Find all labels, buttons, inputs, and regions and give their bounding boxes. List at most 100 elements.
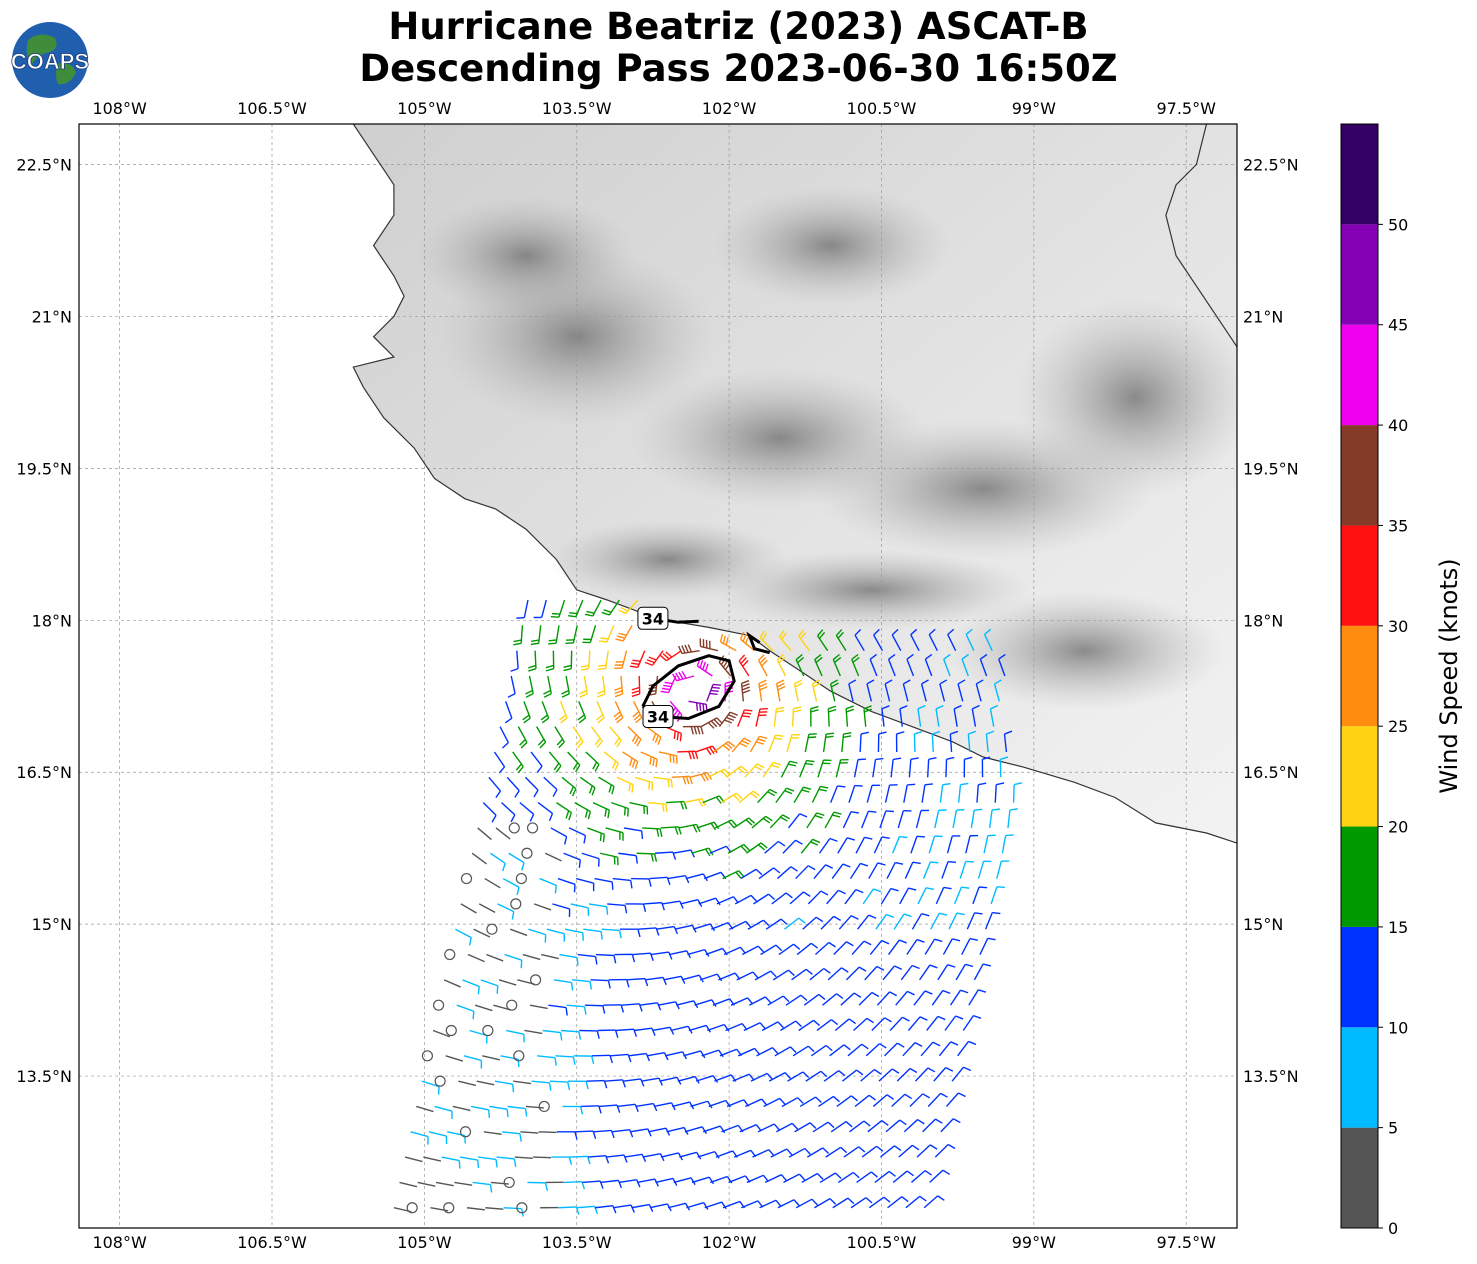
wind-barb	[809, 967, 825, 981]
wind-barb-flag	[631, 686, 640, 691]
wind-barb-flag	[777, 1021, 784, 1029]
wind-barb	[583, 928, 602, 933]
wind-barb	[555, 1055, 574, 1058]
coastline	[352, 124, 1237, 844]
wind-barb-flag	[653, 853, 658, 862]
wind-barb	[480, 979, 498, 987]
wind-contours: 34 34	[636, 606, 771, 729]
wind-barb	[750, 1072, 768, 1082]
wind-barb	[774, 1046, 791, 1057]
wind-barb	[705, 947, 723, 956]
wind-barb	[777, 1199, 795, 1209]
wind-barb-flag	[996, 782, 1005, 786]
wind-barb-flag	[828, 708, 837, 713]
wind-barb-flag	[939, 912, 948, 916]
colorbar: 0 5 10 15 20 25 30 35 40 45 50	[1340, 123, 1408, 1238]
wind-barb-flag	[789, 760, 798, 764]
wind-barb-flag	[857, 758, 867, 761]
wind-barb	[463, 1055, 482, 1062]
wind-barb-flag	[893, 757, 902, 761]
wind-barb	[909, 1093, 924, 1107]
wind-barb	[789, 891, 804, 905]
wind-barb-flag	[477, 986, 480, 995]
wind-barb-flag	[942, 989, 951, 995]
wind-barb-flag	[744, 635, 750, 644]
wind-barb-flag	[784, 790, 793, 795]
colorbar-tick-label: 10	[1388, 1018, 1408, 1037]
wind-barb-flag	[716, 973, 723, 982]
wind-barb	[984, 912, 994, 930]
wind-barb	[917, 887, 927, 905]
wind-barb	[780, 1020, 797, 1032]
wind-barb-flag	[527, 664, 537, 669]
wind-barb-flag	[870, 1171, 878, 1178]
wind-barb-flag	[649, 756, 652, 765]
wind-barb	[928, 634, 938, 651]
wind-barb-flag	[607, 810, 611, 819]
wind-barb-flag	[507, 692, 516, 698]
wind-barb	[928, 835, 936, 854]
wind-barb-flag	[832, 1095, 840, 1103]
wind-barb-flag	[726, 716, 735, 722]
wind-barb-flag	[672, 709, 679, 718]
wind-barb-flag	[829, 837, 838, 842]
wind-barb-flag	[698, 974, 704, 983]
wind-barb-flag	[975, 679, 984, 685]
wind-barb-flag	[563, 664, 572, 669]
wind-barb-flag	[896, 1042, 905, 1048]
wind-barbs	[393, 599, 1023, 1217]
wind-barb-flag	[602, 834, 605, 843]
wind-barb	[591, 1054, 610, 1057]
wind-barb-flag	[744, 709, 753, 712]
wind-barb	[944, 1015, 957, 1031]
wind-barb	[726, 1099, 745, 1108]
wind-barb-flag	[829, 1198, 837, 1205]
calm-wind-circle	[443, 1202, 455, 1214]
colorbar-bin	[1341, 425, 1378, 526]
wind-barb-flag	[701, 1126, 707, 1135]
wind-barb-flag	[776, 654, 784, 661]
wind-barb-flag	[992, 911, 1001, 915]
wind-barb-flag	[795, 654, 803, 661]
wind-barb	[524, 776, 539, 791]
wind-barb	[519, 802, 535, 815]
wind-barb	[587, 1155, 606, 1158]
wind-barb-flag	[573, 884, 576, 893]
wind-barb	[949, 989, 962, 1006]
globe-logo-icon: COAPS	[10, 22, 90, 98]
wind-barb-flag	[631, 734, 637, 743]
wind-barb-flag	[678, 645, 683, 654]
wind-barb	[799, 1096, 816, 1108]
wind-barb-flag	[646, 659, 655, 664]
wind-barb	[455, 928, 472, 939]
wind-barb-flag	[741, 679, 750, 685]
wind-barb-flag	[541, 717, 550, 724]
wind-barb-flag	[901, 1196, 909, 1203]
lon-tick-label: 108°W	[92, 99, 147, 118]
wind-barb-flag	[858, 966, 867, 972]
wind-barb	[760, 944, 777, 956]
wind-barb-flag	[715, 796, 722, 804]
wind-barb-flag	[491, 814, 497, 823]
wind-barb	[913, 733, 916, 752]
wind-barb-flag	[935, 1118, 943, 1124]
wind-barb	[853, 1017, 868, 1032]
wind-barb-flag	[641, 830, 644, 839]
wind-barb-flag	[635, 716, 643, 724]
wind-barb-flag	[847, 1197, 855, 1205]
wind-barb	[842, 811, 852, 829]
wind-barb-flag	[775, 734, 784, 737]
wind-barb-flag	[662, 653, 670, 660]
wind-barb	[792, 1045, 809, 1057]
wind-barb-flag	[955, 1015, 964, 1020]
calm-wind-circle	[445, 1024, 457, 1037]
calm-wind-circle	[510, 898, 522, 910]
wind-barb-flag	[624, 905, 628, 914]
wind-barb-flag	[797, 1097, 804, 1104]
wind-barb-flag	[571, 788, 577, 797]
wind-barb-flag	[883, 1196, 891, 1203]
wind-barb-flag	[935, 704, 944, 710]
wind-barb-flag	[594, 738, 601, 746]
wind-barb-flag	[863, 1120, 871, 1127]
wind-barb	[441, 1156, 460, 1162]
